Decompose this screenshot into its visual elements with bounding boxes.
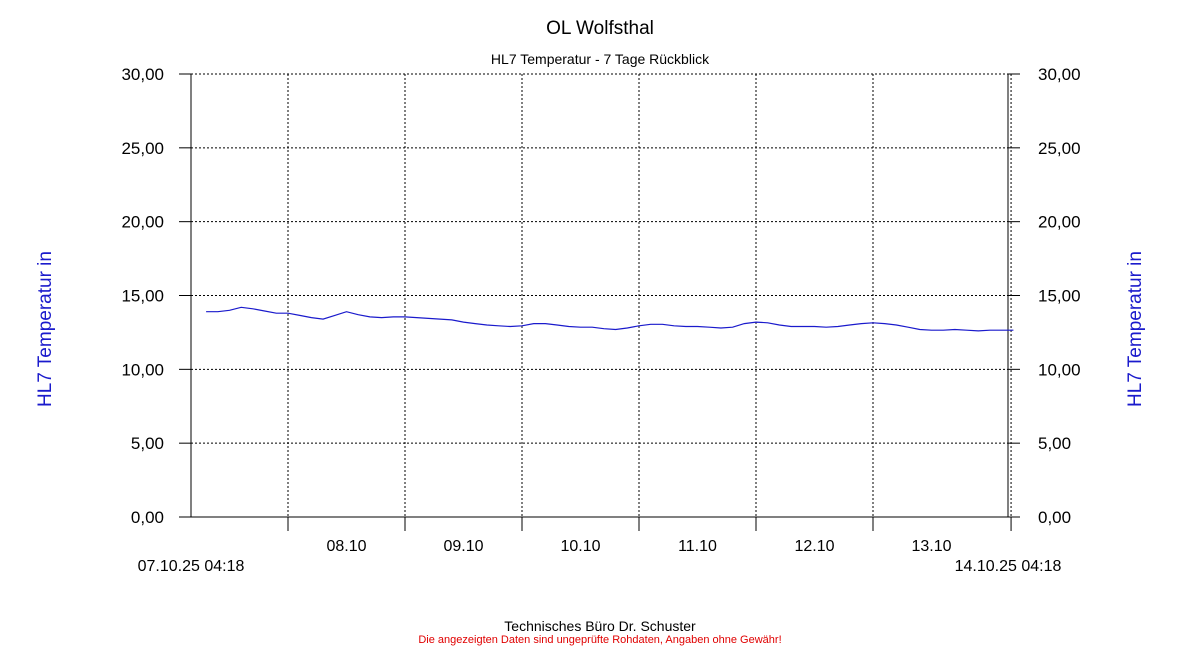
series-line-temperature: [206, 306, 1014, 332]
x-day-label: 13.10: [911, 538, 951, 555]
y-tick-label-left: 5,00: [131, 434, 164, 453]
y-tick-label-right: 20,00: [1038, 213, 1081, 232]
y-tick-label-left: 20,00: [121, 213, 164, 232]
x-day-label: 08.10: [326, 538, 366, 555]
footer-disclaimer: Die angezeigten Daten sind ungeprüfte Ro…: [418, 634, 782, 646]
chart-subtitle: HL7 Temperatur - 7 Tage Rückblick: [490, 51, 710, 67]
y-tick-label-left: 0,00: [131, 508, 164, 527]
y-tick-label-left: 25,00: [121, 139, 164, 158]
chart-title: OL Wolfsthal: [546, 18, 654, 39]
footer-credit: Technisches Büro Dr. Schuster: [504, 618, 696, 634]
x-day-label: 12.10: [794, 538, 834, 555]
y-tick-label-left: 15,00: [121, 287, 164, 306]
y-tick-label-right: 30,00: [1038, 65, 1081, 84]
series-layer: [206, 306, 1014, 332]
x-end-label: 14.10.25 04:18: [955, 558, 1062, 575]
y-tick-label-right: 0,00: [1038, 508, 1071, 527]
y-tick-label-left: 10,00: [121, 360, 164, 379]
y-tick-label-right: 15,00: [1038, 287, 1081, 306]
x-day-label: 09.10: [443, 538, 483, 555]
axes: [179, 73, 1020, 531]
y-tick-label-right: 5,00: [1038, 434, 1071, 453]
grid: [191, 73, 1012, 517]
x-start-label: 07.10.25 04:18: [138, 558, 245, 575]
tick-labels: 0,00 0,00 5,00 5,00 10,00 10,00 15,00 15,00 20,0…: [121, 65, 1080, 575]
y-tick-label-right: 25,00: [1038, 139, 1081, 158]
y-tick-label-right: 10,00: [1038, 360, 1081, 379]
y-tick-label-left: 30,00: [121, 65, 164, 84]
x-day-label: 10.10: [560, 538, 600, 555]
x-day-label: 11.10: [678, 538, 717, 555]
